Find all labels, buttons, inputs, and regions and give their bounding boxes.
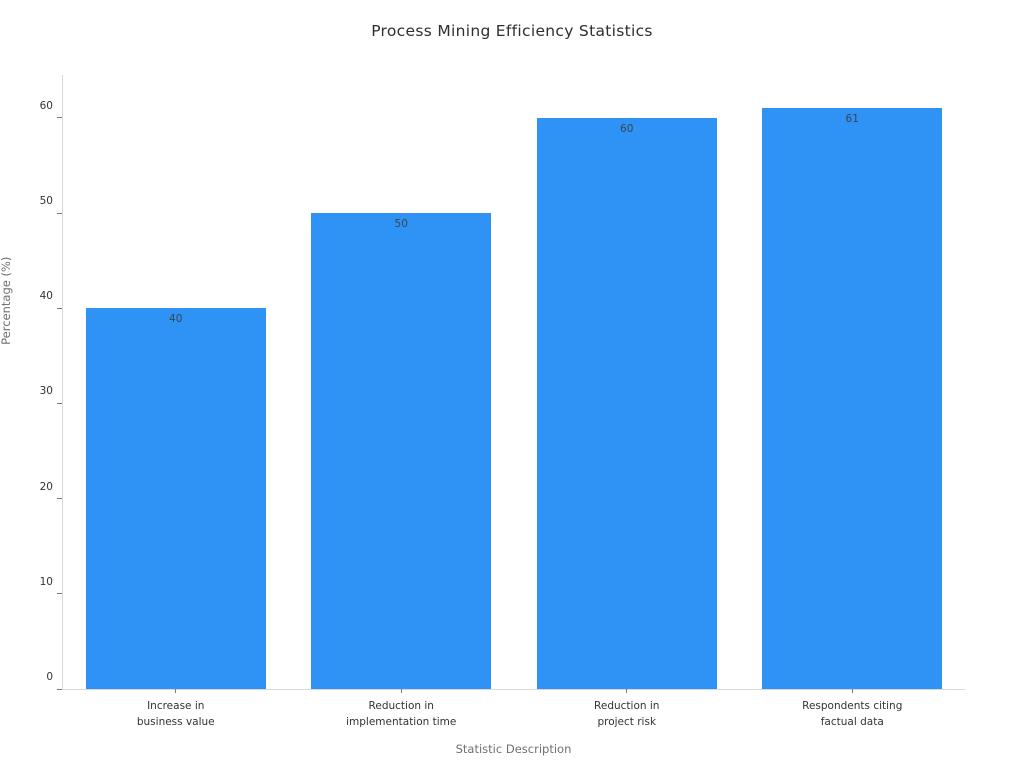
y-tick-mark	[57, 498, 62, 500]
x-category-label: Reduction in implementation time	[289, 698, 515, 731]
x-category-label-line: Reduction in	[594, 700, 660, 712]
bar: 40	[85, 308, 266, 689]
bar-value-label: 50	[394, 218, 408, 231]
x-tick-mark	[626, 689, 628, 693]
y-tick-mark	[57, 402, 62, 404]
y-tick-label: 60	[39, 99, 53, 112]
x-category-label: Increase in business value	[63, 698, 289, 731]
x-category-label-line: project risk	[597, 716, 657, 729]
bar-value-label: 61	[845, 113, 859, 126]
bar-value-label: 60	[620, 122, 634, 135]
y-tick-label: 20	[39, 480, 53, 493]
bar: 50	[311, 213, 492, 689]
y-axis-title: Percentage (%)	[0, 256, 13, 345]
y-tick-label: 50	[39, 195, 53, 208]
x-tick-mark	[175, 689, 177, 693]
x-category-label: Reduction in project risk	[514, 698, 740, 731]
x-tick-mark	[400, 689, 402, 693]
chart-title: Process Mining Efficiency Statistics	[371, 22, 653, 40]
bar-value-label: 40	[169, 313, 183, 326]
y-tick-mark	[57, 212, 62, 214]
y-tick-mark	[57, 688, 62, 690]
y-tick-label: 30	[39, 385, 53, 398]
bar: 60	[536, 117, 717, 689]
x-category-label: Respondents citing factual data	[740, 698, 966, 731]
y-tick-mark	[57, 117, 62, 119]
y-tick-mark	[57, 593, 62, 595]
x-category-label-line: Increase in	[147, 700, 205, 712]
y-tick-label: 0	[46, 671, 53, 683]
x-category-label-line: factual data	[820, 716, 884, 729]
x-axis-title: Statistic Description	[455, 742, 572, 756]
bar: 61	[762, 108, 943, 689]
y-tick-mark	[57, 307, 62, 309]
x-tick-mark	[851, 689, 853, 693]
x-category-label-line: Respondents citing	[802, 700, 903, 712]
x-category-label-line: business value	[136, 716, 215, 729]
plot-area: 0 10 20 30 40 50 60 40 Increase in business value…	[40, 75, 965, 728]
x-category-label-line: Reduction in	[368, 700, 434, 712]
y-tick-label: 40	[39, 290, 53, 303]
y-tick-label: 10	[39, 575, 53, 588]
x-category-label-line: implementation time	[346, 716, 457, 729]
